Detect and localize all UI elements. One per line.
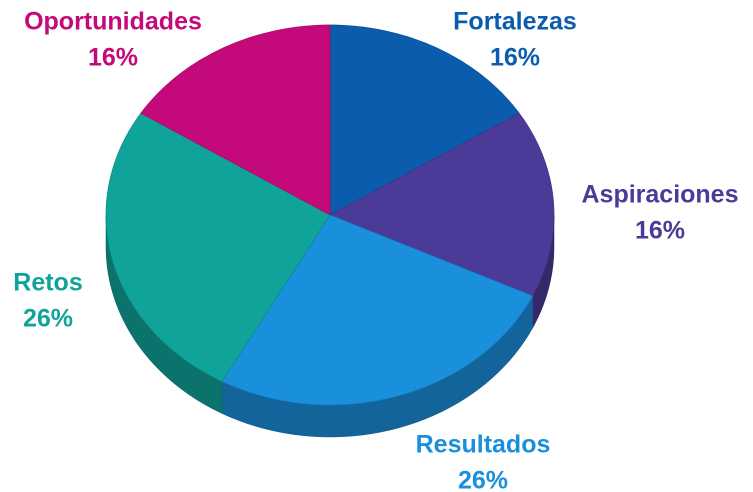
slice-label: Aspiraciones	[581, 181, 738, 209]
slice	[140, 24, 331, 216]
slice-value-label: 26%	[458, 467, 508, 492]
slice	[221, 214, 534, 406]
slice-value-label: 16%	[88, 44, 138, 72]
slice	[329, 24, 520, 216]
slice	[329, 112, 555, 297]
slice-value-label: 16%	[635, 217, 685, 245]
slice-label: Fortalezas	[453, 8, 577, 36]
slice-label: Oportunidades	[24, 8, 202, 36]
slice-label: Resultados	[416, 431, 551, 459]
slice-label: Retos	[13, 269, 82, 297]
slice-value-label: 26%	[23, 305, 73, 333]
slice	[105, 112, 331, 382]
slice-value-label: 16%	[490, 44, 540, 72]
